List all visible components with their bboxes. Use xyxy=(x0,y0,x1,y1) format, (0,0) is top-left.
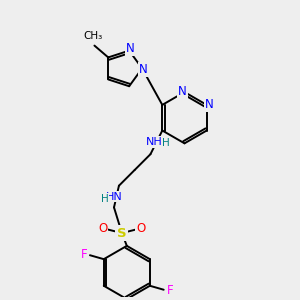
Text: CH₃: CH₃ xyxy=(84,31,103,41)
Text: S: S xyxy=(117,226,127,239)
Text: O: O xyxy=(98,222,108,235)
Text: HN: HN xyxy=(106,192,123,202)
Text: O: O xyxy=(136,222,145,235)
Text: F: F xyxy=(167,284,173,297)
Text: N: N xyxy=(126,42,134,55)
Text: F: F xyxy=(80,248,87,261)
Text: N: N xyxy=(205,98,214,111)
Text: NH: NH xyxy=(146,137,163,147)
Text: N: N xyxy=(178,85,187,98)
Text: H: H xyxy=(162,138,170,148)
Text: H: H xyxy=(101,194,109,203)
Text: N: N xyxy=(139,63,148,76)
